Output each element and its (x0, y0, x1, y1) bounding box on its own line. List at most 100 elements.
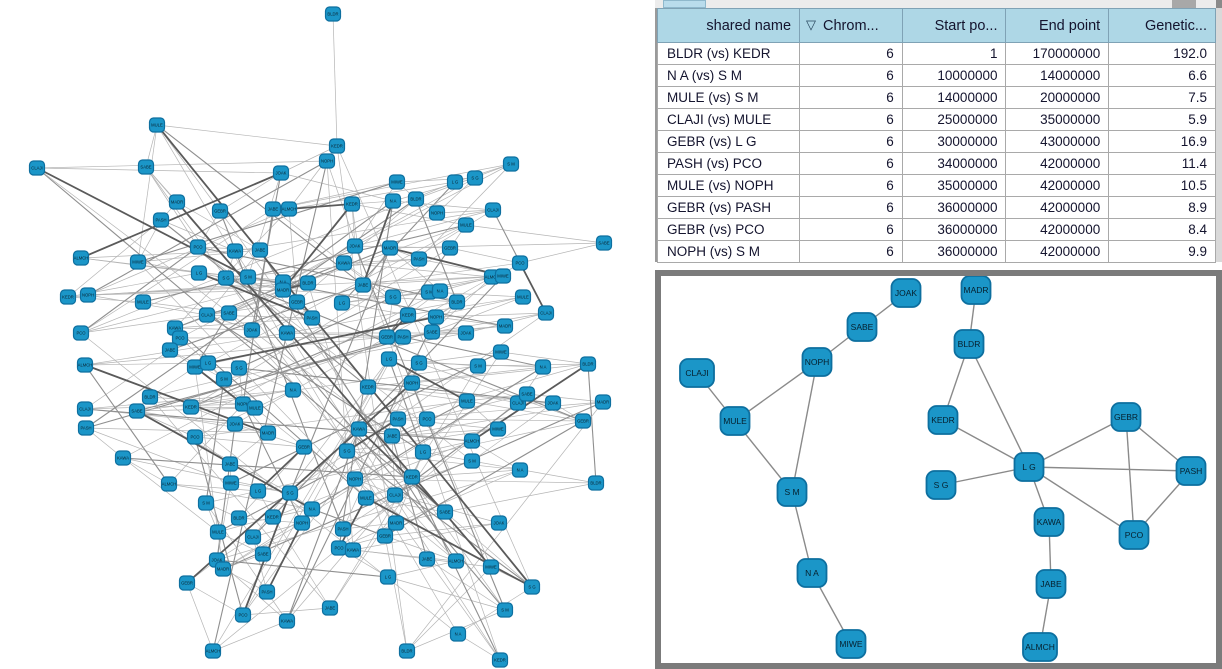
network-node[interactable]: BLDR (407, 191, 425, 207)
network-node[interactable]: PCO (330, 540, 348, 556)
cell-value[interactable]: 30000000 (901, 130, 1007, 153)
subnetwork-node-sm[interactable]: S M (776, 477, 808, 507)
network-node[interactable]: CLAJI (28, 160, 46, 176)
network-node[interactable]: MIWE (492, 344, 510, 360)
network-node[interactable]: MIWE (388, 174, 406, 190)
cell-value[interactable]: 42000000 (1005, 218, 1110, 241)
network-node[interactable]: S M (502, 156, 520, 172)
cell-value[interactable]: 192.0 (1108, 42, 1216, 65)
cell-value[interactable]: 5.9 (1108, 108, 1216, 131)
subnetwork-node-mule[interactable]: MULE (719, 406, 751, 436)
cell-value[interactable]: 20000000 (1005, 86, 1110, 109)
table-row[interactable]: MULE (vs) NOPH 6 35000000 42000000 10.5 (656, 174, 1216, 197)
cell-shared-name[interactable]: MULE (vs) NOPH (656, 174, 801, 197)
table-row[interactable]: GEBR (vs) PCO 6 36000000 42000000 8.4 (656, 218, 1216, 241)
network-node[interactable]: S G (217, 270, 235, 286)
network-node[interactable]: PCO (171, 330, 189, 346)
network-node[interactable]: BLDR (230, 510, 248, 526)
cell-shared-name[interactable]: BLDR (vs) KEDR (656, 42, 801, 65)
cell-value[interactable]: 6 (799, 218, 903, 241)
network-node[interactable]: PASH (258, 584, 276, 600)
network-node[interactable]: MULE (457, 217, 475, 233)
network-node[interactable]: BLDR (448, 294, 466, 310)
network-node[interactable]: L G (190, 265, 208, 281)
network-node[interactable]: S G (410, 355, 428, 371)
network-node[interactable]: CLAJI (386, 487, 404, 503)
network-node[interactable]: JABE (354, 277, 372, 293)
network-node[interactable]: MADR (496, 318, 514, 334)
network-node[interactable]: CLAJI (244, 529, 262, 545)
scrollbar-thumb-fragment[interactable] (663, 0, 706, 8)
network-node[interactable]: SABE (220, 305, 238, 321)
network-node[interactable]: PCO (511, 255, 529, 271)
cell-value[interactable]: 6 (799, 174, 903, 197)
network-node[interactable]: N A (449, 626, 467, 642)
network-node[interactable]: MULE (209, 524, 227, 540)
cell-value[interactable]: 42000000 (1005, 152, 1110, 175)
network-node[interactable]: JOAK (272, 165, 290, 181)
network-node[interactable]: N A (303, 501, 321, 517)
cell-shared-name[interactable]: PASH (vs) PCO (656, 152, 801, 175)
network-node[interactable]: NOPH (403, 375, 421, 391)
network-node[interactable]: PCO (418, 411, 436, 427)
network-node[interactable]: ALMCH (447, 553, 465, 569)
cell-value[interactable]: 14000000 (901, 86, 1007, 109)
cell-value[interactable]: 6 (799, 152, 903, 175)
network-node[interactable]: JOAK (346, 238, 364, 254)
network-node[interactable]: KAWA (226, 243, 244, 259)
table-row[interactable]: CLAJI (vs) MULE 6 25000000 35000000 5.9 (656, 108, 1216, 131)
table-row[interactable]: GEBR (vs) L G 6 30000000 43000000 16.9 (656, 130, 1216, 153)
network-node[interactable]: JABE (264, 201, 282, 217)
column-header-start-point[interactable]: Start po... (901, 8, 1007, 43)
subnetwork-node-sg[interactable]: S G (925, 470, 957, 500)
network-node[interactable]: L G (446, 174, 464, 190)
subnetwork-node-gebr[interactable]: GEBR (1110, 402, 1142, 432)
cell-value[interactable]: 9.9 (1108, 240, 1216, 263)
subnetwork-node-claji[interactable]: CLAJI (679, 358, 715, 388)
network-node[interactable]: SABE (128, 403, 146, 419)
cell-value[interactable]: 10000000 (901, 64, 1007, 87)
network-node[interactable]: KEDR (399, 307, 417, 323)
network-node[interactable]: NOPH (428, 205, 446, 221)
cell-value[interactable]: 35000000 (1005, 108, 1110, 131)
network-node[interactable]: PCO (72, 325, 90, 341)
network-node[interactable]: BLDR (587, 475, 605, 491)
network-node[interactable]: S M (463, 453, 481, 469)
network-node[interactable]: MIWE (129, 254, 147, 270)
network-node[interactable]: N A (511, 462, 529, 478)
network-node[interactable]: MADR (214, 561, 232, 577)
network-node[interactable]: GEBR (376, 528, 394, 544)
network-node[interactable]: KEDR (59, 289, 77, 305)
network-node[interactable]: BLDR (299, 275, 317, 291)
subnetwork-node-kawa[interactable]: KAWA (1033, 507, 1065, 537)
cell-shared-name[interactable]: GEBR (vs) PASH (656, 196, 801, 219)
network-node[interactable]: KEDR (343, 196, 361, 212)
network-node[interactable]: ALMCH (76, 357, 94, 373)
network-node[interactable]: S G (384, 289, 402, 305)
table-row[interactable]: MULE (vs) S M 6 14000000 20000000 7.5 (656, 86, 1216, 109)
cell-shared-name[interactable]: GEBR (vs) L G (656, 130, 801, 153)
cell-value[interactable]: 36000000 (901, 218, 1007, 241)
cell-value[interactable]: 42000000 (1005, 174, 1110, 197)
subnetwork-node-miwe[interactable]: MIWE (835, 629, 867, 659)
network-node[interactable]: S G (466, 170, 484, 186)
network-node[interactable]: KAWA (278, 613, 296, 629)
table-row[interactable]: GEBR (vs) PASH 6 36000000 42000000 8.9 (656, 196, 1216, 219)
network-node[interactable]: JABE (221, 456, 239, 472)
subnetwork-node-madr[interactable]: MADR (960, 276, 992, 305)
network-node[interactable]: GEBR (178, 575, 196, 591)
network-node[interactable]: GEBR (574, 413, 592, 429)
cell-value[interactable]: 6 (799, 130, 903, 153)
network-node[interactable]: GEBR (378, 329, 396, 345)
network-node[interactable]: ALMCH (204, 643, 222, 659)
network-node[interactable]: CLAJI (76, 401, 94, 417)
network-node[interactable]: MADR (274, 282, 292, 298)
network-node[interactable]: BLDR (141, 389, 159, 405)
network-node[interactable]: ALMCH (463, 433, 481, 449)
cell-value[interactable]: 6 (799, 64, 903, 87)
network-node[interactable]: GEBR (441, 240, 459, 256)
network-node[interactable]: JOAK (490, 515, 508, 531)
column-header-chromosome[interactable]: ▽ Chrom... (799, 8, 903, 43)
network-node[interactable]: KAWA (114, 450, 132, 466)
network-node[interactable]: MULE (458, 393, 476, 409)
